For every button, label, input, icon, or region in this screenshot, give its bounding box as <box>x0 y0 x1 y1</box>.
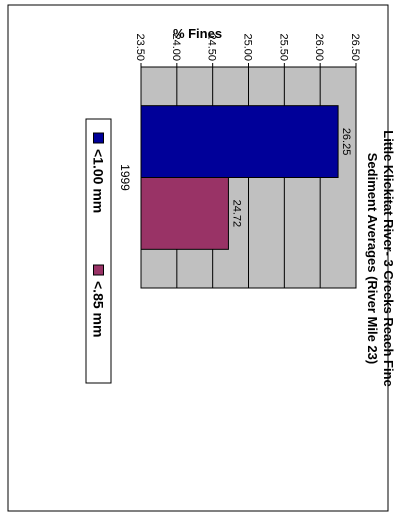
bar-lt-085mm <box>140 177 229 250</box>
x-category-label: 1999 <box>118 164 132 191</box>
y-tick-label: 25.00 <box>242 33 254 61</box>
legend-label: <1.00 mm <box>91 149 107 213</box>
y-tick-label: 23.50 <box>134 33 146 61</box>
y-tick-label: 24.00 <box>170 33 182 61</box>
y-tick-label: 24.50 <box>206 33 218 61</box>
y-axis-label: % Fines <box>173 26 222 41</box>
legend-swatch <box>93 264 104 276</box>
rotated-chart: 26.50 26.00 25.50 25.00 24.50 24.00 23.50 26.25… <box>85 26 395 387</box>
chart-title-line-1: Little Klickitat River- 3 Creeks Reach F… <box>381 130 395 386</box>
chart-title-line-2: Sediment Averages (River Mile 23) <box>365 153 380 364</box>
legend-swatch <box>93 132 104 144</box>
chart-marks: 26.50 26.00 25.50 25.00 24.50 24.00 23.50 26.25… <box>85 33 361 384</box>
data-label: 26.25 <box>340 128 352 156</box>
y-tick-label: 26.50 <box>349 33 361 61</box>
legend-box <box>85 118 112 384</box>
data-label: 24.72 <box>230 200 242 228</box>
bar-lt-1-00mm <box>140 105 339 178</box>
y-tick-label: 26.00 <box>313 33 325 61</box>
legend-label: <.85 mm <box>91 281 107 337</box>
y-tick-label: 25.50 <box>277 33 289 61</box>
